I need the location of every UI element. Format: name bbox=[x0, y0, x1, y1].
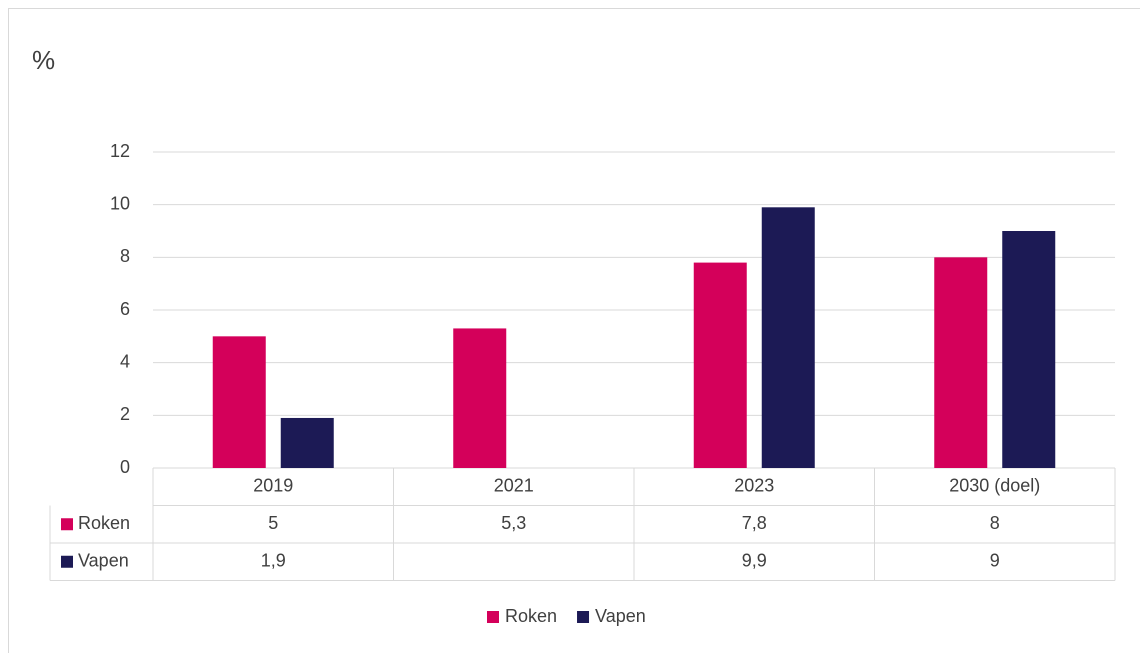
y-tick-label: 0 bbox=[120, 457, 130, 477]
bar bbox=[1002, 231, 1056, 468]
bar bbox=[453, 328, 507, 468]
legend-label: Vapen bbox=[595, 606, 646, 626]
legend-key bbox=[577, 611, 590, 623]
bar bbox=[280, 417, 334, 468]
table-value: 8 bbox=[990, 513, 1000, 533]
bar bbox=[212, 336, 266, 468]
table-legend-key bbox=[61, 555, 73, 568]
y-tick-label: 8 bbox=[120, 246, 130, 266]
table-value: 5,3 bbox=[501, 513, 526, 533]
y-tick-label: 4 bbox=[120, 351, 130, 371]
table-value: 9 bbox=[990, 551, 1000, 571]
y-tick-label: 10 bbox=[110, 193, 130, 213]
table-value: 7,8 bbox=[742, 513, 767, 533]
legend-key bbox=[487, 611, 499, 623]
x-tick-label: 2023 bbox=[734, 476, 774, 496]
bar bbox=[693, 262, 747, 468]
x-tick-label: 2030 (doel) bbox=[949, 476, 1040, 496]
bar bbox=[934, 257, 988, 468]
x-tick-label: 2019 bbox=[253, 476, 293, 496]
bar bbox=[761, 207, 815, 469]
y-tick-label: 6 bbox=[120, 299, 130, 319]
legend-label: Roken bbox=[505, 606, 557, 626]
y-tick-label: 12 bbox=[110, 141, 130, 161]
table-value: 1,9 bbox=[261, 551, 286, 571]
table-value: 9,9 bbox=[742, 551, 767, 571]
x-tick-label: 2021 bbox=[494, 476, 534, 496]
y-tick-label: 2 bbox=[120, 404, 130, 424]
table-value: 5 bbox=[268, 513, 278, 533]
table-row-label: Vapen bbox=[78, 551, 129, 571]
table-legend-key bbox=[61, 518, 73, 531]
table-row-label: Roken bbox=[78, 513, 130, 533]
chart-border bbox=[8, 8, 1140, 653]
y-axis-label: % bbox=[32, 45, 55, 75]
